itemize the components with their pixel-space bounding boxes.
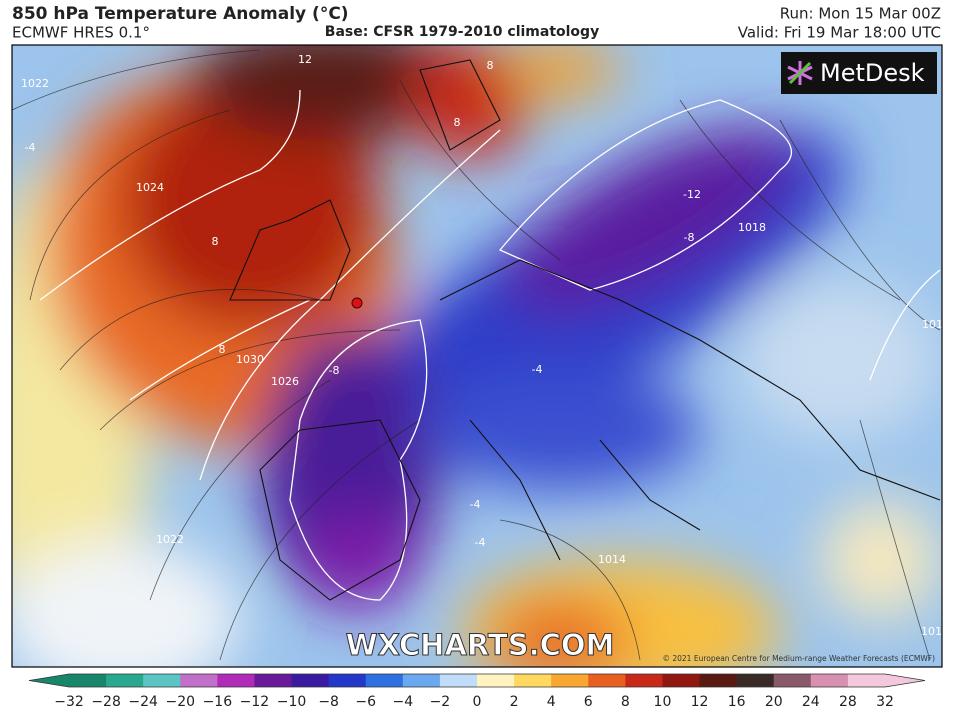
contour-label: -4 (25, 141, 36, 154)
colorbar-label: −28 (91, 694, 121, 710)
colorbar-segment (254, 674, 293, 687)
contour-label: 8 (219, 343, 226, 356)
colorbar: −32 −28 −24 −20 −16 −12 −10 −8 −6 −4 −2 0 2 4 6 8 10 12 16… (28, 673, 926, 710)
model: ECMWF HRES 0.1° (12, 24, 150, 42)
colorbar-segment (662, 674, 701, 687)
contour-label: -8 (684, 231, 695, 244)
valid: Valid: Fri 19 Mar 18:00 UTC (738, 24, 941, 42)
colorbar-label: 24 (802, 694, 820, 710)
colorbar-label: 2 (510, 694, 519, 710)
contour-label: 8 (487, 59, 494, 72)
base: Base: CFSR 1979-2010 climatology (325, 24, 599, 40)
colorbar-label: 10 (654, 694, 672, 710)
colorbar-label: 8 (621, 694, 630, 710)
colorbar-label: −4 (392, 694, 413, 710)
colorbar-outline (28, 673, 926, 688)
credit: © 2021 European Centre for Medium-range … (662, 654, 935, 663)
colorbar-label: 0 (473, 694, 482, 710)
logo-box (781, 52, 937, 94)
contour-label: 1026 (271, 375, 299, 388)
location-marker (351, 297, 363, 309)
colorbar-label: 16 (728, 694, 746, 710)
colorbar-segment (402, 674, 441, 687)
colorbar-segment (328, 674, 367, 687)
title: 850 hPa Temperature Anomaly (°C) (12, 4, 349, 24)
colorbar-segment (847, 674, 886, 687)
contour-label: -4 (470, 498, 481, 511)
contour-label: -4 (475, 536, 486, 549)
colorbar-label: 32 (876, 694, 894, 710)
colorbar-arrow (29, 674, 69, 687)
map: 12 8 8 -4 8 1024 1022 8 -4 1030 1026 -8 -12 -8 1018 -4 1… (12, 45, 950, 667)
colorbar-segment (551, 674, 589, 687)
colorbar-label: −20 (165, 694, 195, 710)
contour-label: -8 (329, 364, 340, 377)
isobars (12, 49, 941, 661)
colorbar-segment (439, 674, 478, 687)
colorbar-segment (291, 674, 330, 687)
colorbar-label: 4 (547, 694, 556, 710)
contour-label: 8 (454, 116, 461, 129)
contour-label: 8 (212, 235, 219, 248)
run: Run: Mon 15 Mar 00Z (780, 5, 941, 23)
colorbar-label: 20 (765, 694, 783, 710)
colorbar-segment (773, 674, 812, 687)
contour-label: 12 (298, 53, 312, 66)
contour-labels: 12 8 8 -4 8 1024 1022 8 -4 1030 1026 -8 -12 -8 1018 -4 1… (21, 53, 950, 638)
colorbar-segment (217, 674, 255, 687)
colorbar-label: −24 (128, 694, 158, 710)
contour-label: 1010 (922, 318, 950, 331)
colorbar-label: −10 (277, 694, 307, 710)
colorbar-label: −32 (54, 694, 84, 710)
colorbar-segment (810, 674, 849, 687)
colorbar-segment (699, 674, 738, 687)
contour-label: 1018 (738, 221, 766, 234)
contour-label: 1024 (136, 181, 164, 194)
colorbar-label: −16 (203, 694, 233, 710)
colorbar-segment (514, 674, 552, 687)
logo-text: MetDesk (820, 59, 925, 87)
colorbar-label: 6 (584, 694, 593, 710)
colorbar-label: −8 (318, 694, 339, 710)
logo-icon (787, 61, 813, 85)
contour-label: 1014 (598, 553, 626, 566)
contour-label: 1030 (236, 353, 264, 366)
colorbar-segment (477, 674, 515, 687)
colorbar-segment (736, 674, 775, 687)
map-frame (11, 44, 943, 668)
contour-label: 1014 (921, 625, 949, 638)
contour-label: 1022 (21, 77, 49, 90)
colorbar-label: −2 (430, 694, 451, 710)
colorbar-label: 12 (691, 694, 709, 710)
colorbar-segment (143, 674, 181, 687)
contour-label: -4 (532, 363, 543, 376)
contour-label: -12 (683, 188, 701, 201)
colorbar-label: −12 (240, 694, 270, 710)
colorbar-segment (180, 674, 218, 687)
colorbar-segment (625, 674, 663, 687)
anomaly-field (12, 45, 940, 667)
colorbar-segment (588, 674, 626, 687)
colorbar-segment (365, 674, 404, 687)
colorbar-label: −6 (355, 694, 376, 710)
contour-label: 1022 (156, 533, 184, 546)
colorbar-segment (69, 674, 107, 687)
watermark: WXCHARTS.COM (346, 628, 615, 662)
colorbar-arrow (885, 674, 925, 687)
coastlines (229, 59, 941, 601)
colorbar-label: 28 (839, 694, 857, 710)
colorbar-segment (106, 674, 144, 687)
